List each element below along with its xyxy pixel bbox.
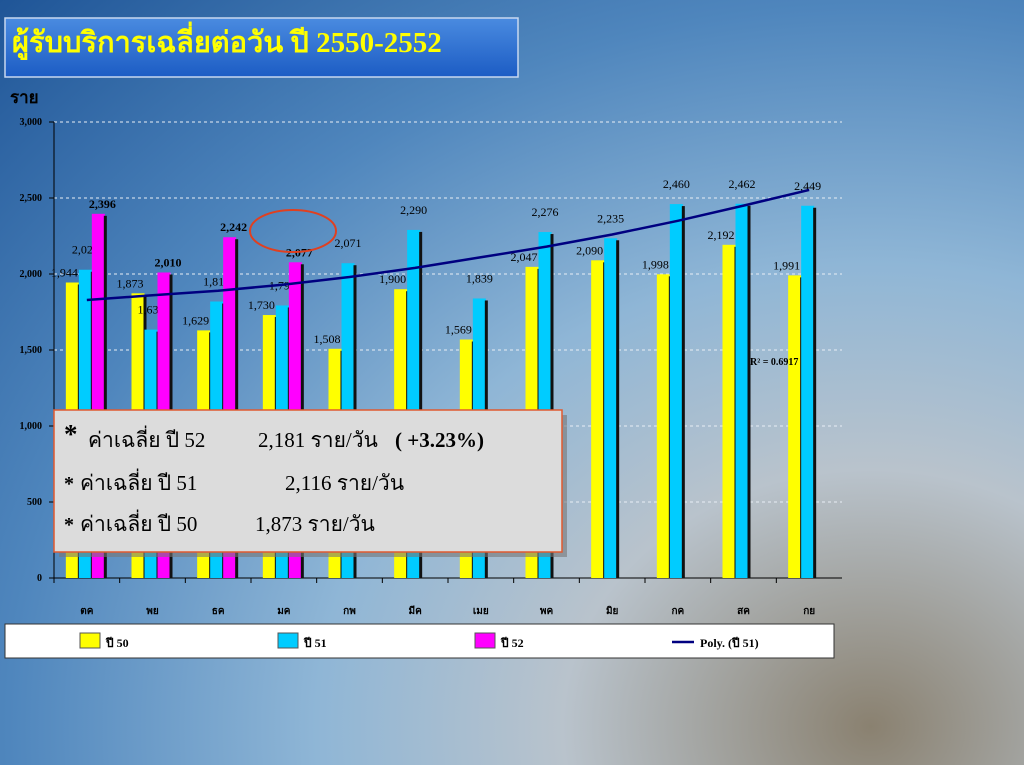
note-value: 1,873 ราย/วัน: [255, 512, 375, 536]
bar-shadow: [813, 207, 817, 578]
x-tick-label: กพ: [343, 606, 356, 617]
legend-swatch: [277, 632, 299, 649]
r-squared: R² = 0.6917: [750, 357, 798, 368]
bar-shadow: [235, 239, 239, 578]
value-label: 1,629: [182, 313, 209, 327]
note-value: 2,181 ราย/วัน: [258, 428, 378, 452]
bar-shadow: [681, 206, 685, 578]
note-change: ( +3.23%): [395, 428, 484, 452]
note-label: ค่าเฉลี่ย ปี 51: [80, 468, 197, 495]
value-label: 2,460: [663, 177, 690, 191]
note-label: ค่าเฉลี่ย ปี 52: [88, 425, 205, 452]
value-label: 2,290: [400, 203, 427, 217]
bar: [669, 204, 683, 578]
legend-label: ปี 50: [105, 636, 128, 650]
value-label: 1,944: [51, 266, 78, 280]
bar-shadow: [747, 205, 751, 578]
y-tick-label: 1,000: [20, 421, 43, 432]
value-label: 2,010: [155, 255, 182, 269]
bar: [788, 275, 802, 578]
trendline: [86, 188, 810, 302]
chart-title: ผู้รับบริการเฉลี่ยต่อวัน ปี 2550-2552: [12, 21, 442, 60]
bar: [801, 205, 815, 578]
x-tick-label: เมย: [473, 606, 489, 617]
value-label: 1,873: [117, 276, 144, 290]
bar: [656, 274, 670, 578]
value-label: 2,462: [729, 177, 756, 191]
bar-shadow: [550, 234, 554, 578]
value-label: 2,449: [794, 179, 821, 193]
title-box: [4, 17, 519, 78]
y-tick-label: 1,500: [20, 345, 43, 356]
y-tick-label: 0: [37, 573, 42, 584]
note-marker: *: [64, 473, 74, 495]
value-label: 2,047: [511, 250, 538, 264]
x-tick-label: กย: [803, 606, 815, 617]
x-tick-label: สค: [737, 606, 750, 617]
value-label: 1,730: [248, 298, 275, 312]
value-label: 1,508: [314, 332, 341, 346]
x-tick-label: พค: [540, 606, 554, 617]
bar: [735, 203, 749, 578]
x-tick-label: มค: [277, 606, 291, 617]
bar-shadow: [616, 240, 620, 578]
legend-swatch: [79, 632, 101, 649]
value-label: 1,839: [466, 271, 493, 285]
x-tick-label: มีค: [409, 605, 423, 617]
note-label: ค่าเฉลี่ย ปี 50: [80, 509, 197, 536]
y-tick-label: 500: [27, 497, 42, 508]
value-label: 1,998: [642, 257, 669, 271]
note-box: [53, 409, 563, 553]
value-label: 2,276: [532, 205, 559, 219]
value-label: 1,991: [773, 258, 800, 272]
value-label: 2,396: [89, 197, 116, 211]
bar: [722, 244, 736, 579]
value-label: 2,192: [708, 228, 735, 242]
y-axis-label: ราย: [10, 88, 39, 107]
x-tick-label: ธค: [212, 606, 225, 617]
note-value: 2,116 ราย/วัน: [285, 471, 404, 495]
x-tick-label: มิย: [606, 605, 619, 617]
value-label: 1,569: [445, 323, 472, 337]
x-tick-label: ตค: [80, 606, 93, 617]
x-tick-label: พย: [146, 606, 159, 617]
legend-label: ปี 52: [500, 636, 523, 650]
y-tick-label: 2,500: [20, 193, 43, 204]
value-label: 2,242: [220, 220, 247, 234]
value-label: 2,090: [576, 243, 603, 257]
highlight-ellipse: [249, 209, 337, 253]
value-label: 2,235: [597, 211, 624, 225]
legend-label: ปี 51: [303, 636, 326, 650]
legend-swatch: [474, 632, 496, 649]
value-label: 1,900: [379, 272, 406, 286]
note-marker: *: [64, 514, 74, 536]
x-tick-label: กค: [671, 606, 684, 617]
bar: [591, 260, 605, 578]
note-marker: *: [64, 419, 78, 449]
bar-shadow: [103, 215, 107, 579]
y-tick-label: 2,000: [20, 269, 43, 280]
y-tick-label: 3,000: [20, 117, 43, 128]
bar: [604, 238, 618, 578]
legend-box: [4, 623, 835, 659]
value-label: 2,071: [335, 236, 362, 250]
bar-shadow: [419, 231, 423, 579]
legend-label: Poly. (ปี 51): [700, 636, 759, 650]
